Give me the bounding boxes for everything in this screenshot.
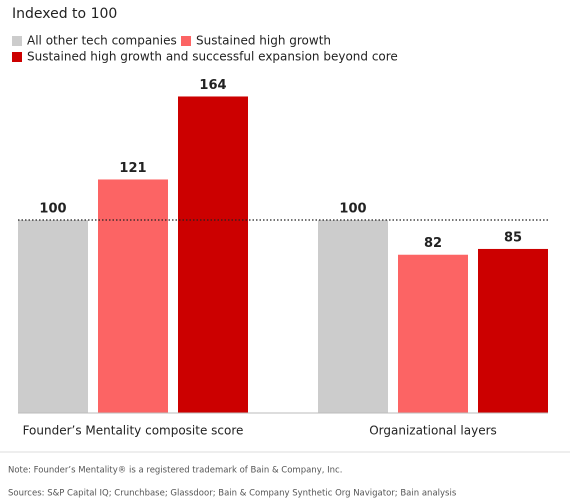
note: Note: Founder’s Mentality® is a register…	[8, 466, 342, 476]
value-label: 164	[199, 78, 226, 93]
legend-swatch	[181, 36, 191, 46]
chart-subtitle: Indexed to 100	[12, 6, 117, 22]
bar	[398, 254, 468, 413]
x-tick-label: Organizational layers	[369, 424, 497, 438]
bar	[18, 220, 88, 413]
legend-label: Sustained high growth	[196, 34, 331, 48]
legend-swatch	[12, 36, 22, 46]
value-label: 121	[119, 161, 146, 176]
bar	[318, 220, 388, 413]
bar	[98, 179, 168, 413]
x-tick-label: Founder’s Mentality composite score	[23, 424, 244, 438]
legend-label: All other tech companies	[27, 34, 177, 48]
value-label: 100	[39, 202, 66, 217]
bar	[178, 96, 248, 413]
bar	[478, 248, 548, 413]
legend-swatch	[12, 52, 22, 62]
value-label: 85	[504, 230, 522, 245]
legend-label: Sustained high growth and successful exp…	[27, 50, 398, 64]
value-label: 82	[424, 236, 442, 251]
value-label: 100	[339, 202, 366, 217]
source: Sources: S&P Capital IQ; Crunchbase; Gla…	[8, 489, 457, 499]
